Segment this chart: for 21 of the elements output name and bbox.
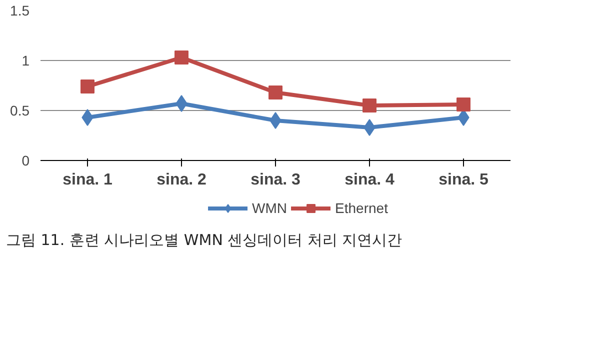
point [174,50,188,64]
legend-label: Ethernet [335,200,388,216]
x-tick-label: sina. 1 [62,172,113,188]
point [176,95,188,112]
point [362,98,376,112]
point [270,112,282,129]
text: 그림 11. 훈련 시나리오별 WMN 센싱데이터 처리 지연시간 [6,230,402,251]
x-tick-label: sina. 3 [250,172,301,188]
point [80,80,94,94]
point [268,86,282,100]
x-tick-label: sina. 4 [344,172,395,188]
point [456,98,470,112]
y-tick-label: 0 [22,152,30,168]
x-tick-label: sina. 5 [438,172,489,188]
point [364,119,376,136]
y-tick-label: 1.5 [10,2,30,18]
y-tick-label: 1 [22,52,30,68]
legend-label: WMN [252,200,288,216]
x-tick-label: sina. 2 [156,172,207,188]
point [82,109,94,126]
y-tick-label: 0.5 [10,102,30,118]
